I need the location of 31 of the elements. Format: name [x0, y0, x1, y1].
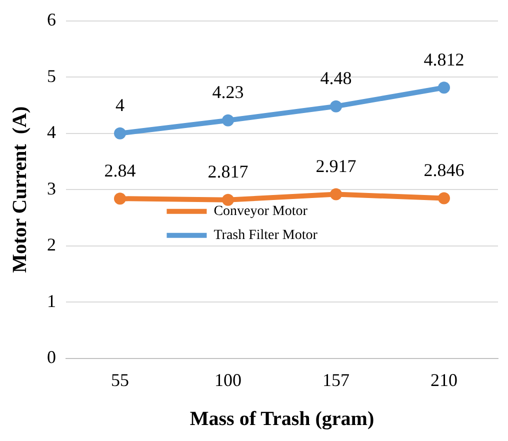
data-label: 4: [116, 95, 124, 116]
y-tick-label: 5: [47, 66, 56, 86]
y-axis-title: Motor Current (A): [9, 106, 32, 273]
point: [438, 192, 450, 204]
y-tick-label: 6: [47, 10, 56, 30]
data-label: 2.917: [316, 156, 356, 176]
legend-label: Trash Filter Motor: [214, 228, 318, 244]
y-tick-label: 3: [47, 178, 56, 198]
x-tick-label: 100: [214, 370, 242, 390]
x-tick-label: 157: [322, 370, 350, 390]
x-tick-label: 210: [430, 370, 458, 390]
point: [114, 192, 126, 205]
point: [438, 82, 450, 94]
data-label: 2.846: [424, 160, 464, 180]
data-label: 2.817: [208, 162, 248, 182]
point: [330, 100, 342, 112]
point: [330, 188, 342, 200]
y-tick-label: 4: [47, 122, 56, 142]
y-tick-label: 0: [47, 347, 56, 368]
point: [114, 127, 126, 140]
x-tick-label: 55: [111, 370, 129, 390]
legend-label: Conveyor Motor: [214, 204, 308, 220]
data-label: 4.48: [320, 68, 352, 88]
data-label: 4.812: [424, 49, 464, 70]
y-tick-label: 1: [47, 290, 56, 311]
data-label: 4.23: [212, 82, 244, 102]
point: [222, 194, 234, 206]
x-axis-title: Mass of Trash (gram): [190, 408, 374, 430]
point: [222, 114, 234, 126]
y-tick-label: 2: [47, 234, 56, 255]
data-label: 2.84: [104, 160, 136, 180]
